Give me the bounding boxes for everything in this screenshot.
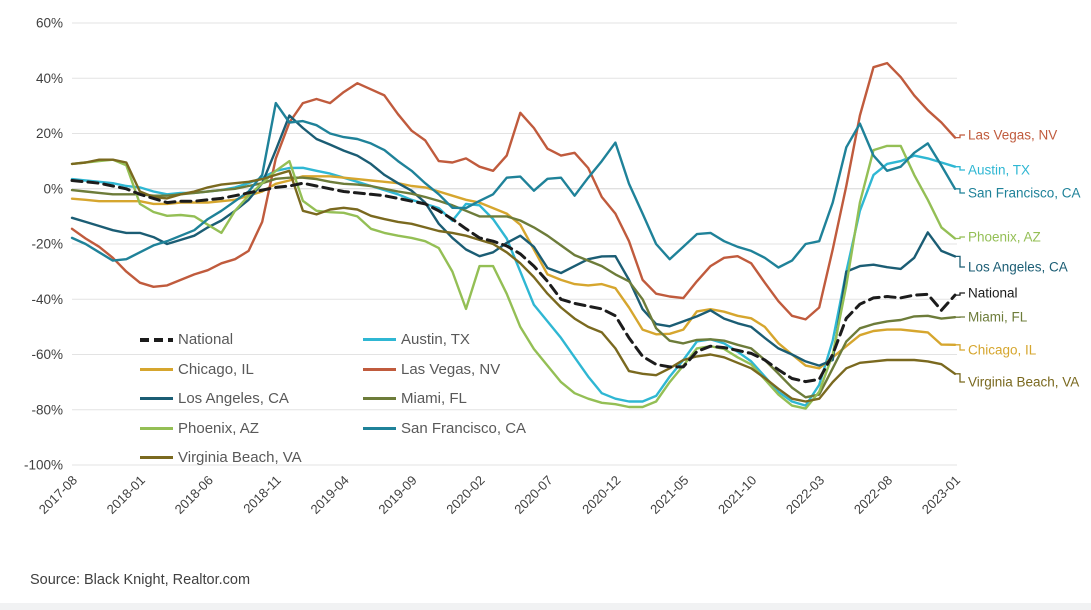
end-label-connector (956, 166, 965, 171)
legend-swatch-virginia-beach (140, 456, 173, 460)
y-axis-label: 40% (36, 71, 63, 86)
legend-label-virginia-beach: Virginia Beach, VA (178, 449, 302, 467)
series-line-san-francisco-ca (70, 101, 957, 269)
series-end-label-chicago-il: Chicago, IL (968, 343, 1037, 358)
legend-label-chicago: Chicago, IL (178, 360, 254, 378)
x-axis-label: 2022-08 (851, 473, 895, 517)
legend-item-miami: Miami, FL (363, 384, 526, 414)
y-axis-label: 0% (43, 181, 63, 196)
legend-label-austin: Austin, TX (401, 331, 470, 349)
end-label-connector (956, 236, 965, 240)
bottom-strip (0, 603, 1091, 610)
series-end-label-miami-fl: Miami, FL (968, 310, 1028, 325)
x-axis-label: 2018-06 (172, 473, 216, 517)
y-axis-label: -100% (24, 458, 63, 473)
series-line-miami-fl (70, 176, 957, 399)
series-line-virginia-beach-va (70, 158, 957, 403)
source-note: Source: Black Knight, Realtor.com (30, 572, 251, 588)
legend-item-los-angeles: Los Angeles, CA (140, 384, 363, 414)
legend-label-miami: Miami, FL (401, 390, 467, 408)
chart-legend: National Chicago, IL Los Angeles, CA Pho… (140, 325, 526, 473)
series-end-label-austin-tx: Austin, TX (968, 163, 1030, 178)
legend-swatch-national (140, 337, 173, 342)
series-end-label-las-vegas-nv: Las Vegas, NV (968, 128, 1057, 143)
series-line-las-vegas-nv (70, 61, 957, 321)
legend-swatch-las-vegas (363, 367, 396, 371)
y-axis-label: -60% (31, 347, 63, 362)
legend-item-chicago: Chicago, IL (140, 355, 363, 385)
y-axis-label: -80% (31, 402, 63, 417)
legend-swatch-san-francisco (363, 426, 396, 430)
end-label-connector (956, 373, 965, 383)
x-axis-label: 2019-09 (375, 473, 419, 517)
end-label-connector (956, 255, 965, 268)
legend-swatch-los-angeles (140, 397, 173, 401)
legend-swatch-miami (363, 397, 396, 401)
legend-column-2: Austin, TX Las Vegas, NV Miami, FL San F… (363, 325, 526, 473)
x-axis-label: 2018-11 (240, 473, 284, 517)
legend-label-phoenix: Phoenix, AZ (178, 419, 259, 437)
end-label-connector (956, 292, 965, 296)
legend-swatch-austin (363, 338, 396, 342)
y-axis-label: 20% (36, 126, 63, 141)
series-end-label-los-angeles-ca: Los Angeles, CA (968, 260, 1068, 275)
x-axis-label: 2020-02 (443, 473, 487, 517)
x-axis-label: 2021-05 (647, 473, 691, 517)
series-end-label-virginia-beach-va: Virginia Beach, VA (968, 375, 1079, 390)
legend-swatch-chicago (140, 367, 173, 371)
x-axis-label: 2019-04 (307, 473, 351, 517)
legend-item-austin: Austin, TX (363, 325, 526, 355)
x-axis-label: 2023-01 (919, 473, 963, 517)
legend-item-phoenix: Phoenix, AZ (140, 414, 363, 444)
legend-item-san-francisco: San Francisco, CA (363, 414, 526, 444)
legend-item-virginia-beach: Virginia Beach, VA (140, 443, 363, 473)
legend-item-las-vegas: Las Vegas, NV (363, 355, 526, 385)
x-axis-label: 2020-12 (579, 473, 623, 517)
x-axis-label: 2021-10 (715, 473, 759, 517)
y-axis-label: 60% (36, 16, 63, 31)
legend-item-national: National (140, 325, 363, 355)
legend-swatch-phoenix (140, 426, 173, 430)
x-axis-label: 2017-08 (36, 473, 80, 517)
series-line-los-angeles-ca (70, 114, 957, 367)
end-label-connector (956, 134, 965, 139)
y-axis-label: -20% (31, 237, 63, 252)
series-end-label-phoenix-az: Phoenix, AZ (968, 230, 1041, 245)
y-axis-label: -40% (31, 292, 63, 307)
legend-label-national: National (178, 331, 234, 349)
series-line-phoenix-az (70, 144, 957, 410)
legend-label-san-francisco: San Francisco, CA (401, 419, 527, 437)
x-axis-label: 2018-01 (104, 473, 148, 517)
legend-column-1: National Chicago, IL Los Angeles, CA Pho… (140, 325, 363, 473)
legend-label-las-vegas: Las Vegas, NV (401, 360, 501, 378)
x-axis-label: 2020-07 (511, 473, 555, 517)
series-end-label-national: National (968, 286, 1018, 301)
series-end-label-san-francisco-ca: San Francisco, CA (968, 186, 1081, 201)
series-line-national (70, 179, 957, 384)
end-label-connector (956, 188, 965, 194)
x-axis-label: 2022-03 (783, 473, 827, 517)
legend-label-los-angeles: Los Angeles, CA (178, 390, 289, 408)
end-label-connector (956, 344, 965, 351)
